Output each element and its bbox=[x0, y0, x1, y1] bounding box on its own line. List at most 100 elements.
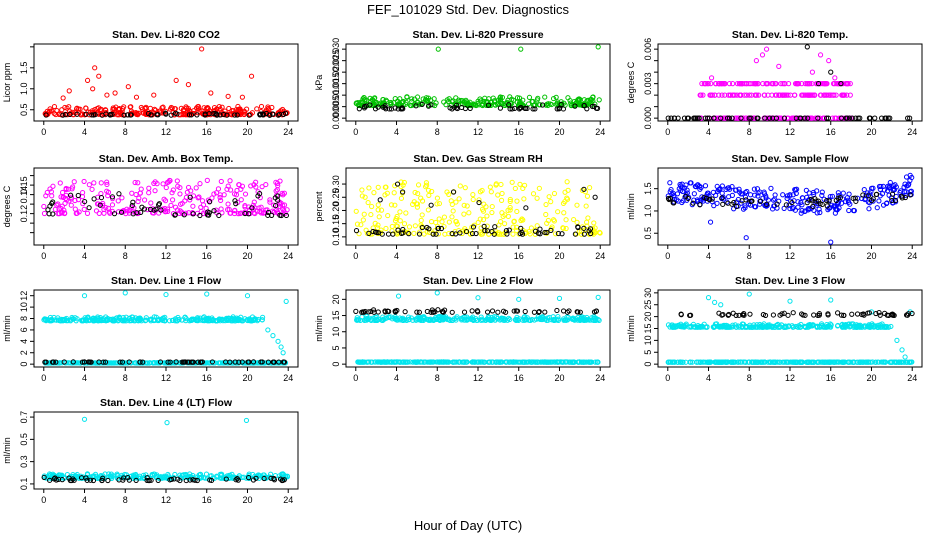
data-point bbox=[537, 102, 543, 108]
data-point bbox=[104, 188, 110, 194]
data-point bbox=[785, 312, 791, 318]
data-point bbox=[415, 314, 421, 320]
x-tick-label: 8 bbox=[123, 495, 128, 505]
data-point bbox=[463, 228, 470, 235]
data-point bbox=[418, 195, 424, 201]
data-point bbox=[179, 359, 185, 365]
data-point bbox=[267, 197, 273, 203]
data-point bbox=[111, 360, 117, 366]
data-point bbox=[378, 207, 385, 213]
data-point bbox=[574, 309, 580, 315]
data-point bbox=[752, 204, 759, 210]
data-point bbox=[500, 213, 506, 220]
data-point bbox=[564, 196, 571, 202]
data-point bbox=[678, 312, 684, 318]
data-point bbox=[87, 359, 93, 365]
data-point bbox=[72, 197, 78, 204]
data-point bbox=[548, 101, 555, 108]
data-point bbox=[546, 194, 552, 200]
panel-1: Stan. Dev. Li-820 CO2 Licor ppm 0 4 8 12 16 20 2… bbox=[2, 29, 299, 137]
data-point bbox=[707, 219, 714, 225]
data-point bbox=[495, 309, 501, 315]
data-point bbox=[568, 100, 574, 106]
data-point bbox=[204, 104, 211, 111]
data-point bbox=[175, 314, 181, 321]
data-point bbox=[787, 298, 793, 304]
data-point bbox=[565, 95, 571, 101]
data-point bbox=[406, 224, 413, 230]
data-point bbox=[726, 81, 733, 87]
data-point bbox=[502, 221, 508, 227]
data-point bbox=[130, 199, 136, 205]
data-point bbox=[909, 310, 915, 317]
data-point bbox=[80, 317, 86, 324]
data-point bbox=[436, 359, 442, 365]
data-point bbox=[705, 81, 711, 87]
data-point bbox=[704, 115, 711, 121]
data-point bbox=[227, 178, 233, 184]
data-point bbox=[553, 94, 559, 100]
data-point bbox=[254, 106, 260, 112]
data-point bbox=[474, 317, 481, 323]
data-point bbox=[116, 191, 122, 197]
data-point bbox=[795, 115, 801, 121]
data-point bbox=[584, 106, 590, 112]
data-point bbox=[760, 311, 766, 318]
data-point bbox=[802, 208, 808, 214]
data-point bbox=[405, 359, 411, 365]
data-point bbox=[385, 212, 391, 219]
data-point bbox=[386, 106, 392, 112]
data-points bbox=[665, 172, 915, 245]
data-point bbox=[401, 221, 408, 227]
data-point bbox=[92, 65, 98, 71]
data-point bbox=[716, 187, 722, 193]
data-point bbox=[478, 231, 484, 237]
x-tick-label: 12 bbox=[161, 373, 171, 383]
data-point bbox=[248, 183, 254, 189]
data-point bbox=[526, 101, 532, 107]
data-point bbox=[361, 211, 367, 217]
data-point bbox=[433, 219, 439, 226]
data-point bbox=[765, 197, 771, 203]
data-point bbox=[236, 359, 242, 365]
data-point bbox=[815, 81, 822, 87]
x-tick-label: 0 bbox=[41, 251, 46, 261]
y-axis-label: ml/min bbox=[626, 193, 636, 220]
data-point bbox=[404, 94, 410, 100]
data-point bbox=[838, 81, 844, 87]
data-point bbox=[133, 475, 139, 481]
data-point bbox=[83, 111, 89, 117]
data-point bbox=[488, 189, 494, 195]
data-point bbox=[526, 317, 532, 323]
data-point bbox=[805, 115, 811, 121]
data-point bbox=[835, 81, 841, 87]
data-point bbox=[102, 359, 109, 365]
data-point bbox=[461, 202, 467, 208]
data-point bbox=[429, 307, 435, 313]
data-point bbox=[173, 359, 179, 365]
data-point bbox=[838, 200, 845, 206]
data-point bbox=[155, 477, 161, 484]
data-point bbox=[510, 231, 516, 237]
data-point bbox=[268, 212, 275, 218]
data-point bbox=[145, 207, 151, 213]
data-point bbox=[446, 96, 452, 102]
data-point bbox=[100, 359, 106, 365]
data-point bbox=[416, 231, 423, 237]
data-point bbox=[272, 195, 278, 201]
data-point bbox=[63, 185, 69, 192]
data-point bbox=[671, 115, 678, 121]
data-point bbox=[743, 323, 749, 330]
data-point bbox=[426, 317, 432, 323]
data-point bbox=[684, 115, 691, 121]
data-point bbox=[280, 111, 287, 117]
data-point bbox=[795, 199, 801, 205]
data-point bbox=[154, 112, 160, 118]
data-point bbox=[709, 196, 715, 202]
data-point bbox=[115, 198, 121, 204]
data-point bbox=[554, 106, 560, 112]
data-point bbox=[676, 322, 682, 328]
x-tick-label: 8 bbox=[747, 373, 752, 383]
data-point bbox=[492, 317, 498, 323]
x-tick-label: 20 bbox=[866, 373, 876, 383]
